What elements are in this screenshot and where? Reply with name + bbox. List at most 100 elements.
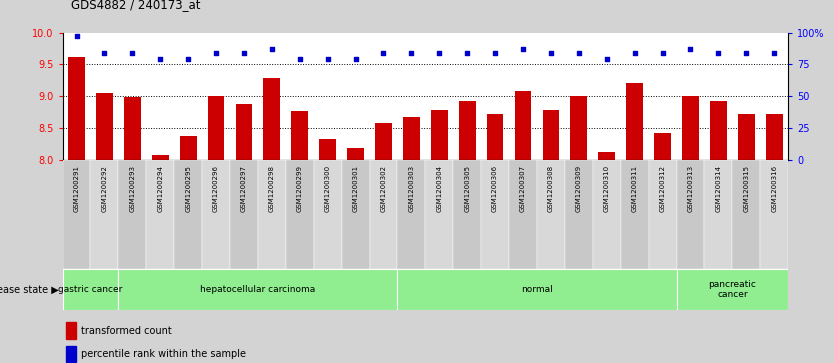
Bar	[732, 160, 761, 269]
Point	[321, 56, 334, 62]
Text: GSM1200316: GSM1200316	[771, 165, 777, 212]
Text: disease state ▶: disease state ▶	[0, 285, 58, 294]
Bar	[565, 160, 593, 269]
Bar	[398, 160, 425, 269]
Point	[70, 34, 83, 40]
Bar	[593, 160, 620, 269]
Bar	[291, 111, 308, 160]
Point	[767, 50, 781, 56]
Text: GSM1200292: GSM1200292	[102, 165, 108, 212]
Point	[516, 46, 530, 52]
Point	[489, 50, 502, 56]
Bar	[425, 160, 453, 269]
Bar	[347, 148, 364, 160]
Text: GSM1200304: GSM1200304	[436, 165, 442, 212]
Point	[545, 50, 558, 56]
Point	[237, 50, 250, 56]
Bar	[676, 160, 705, 269]
Bar	[654, 133, 671, 160]
Text: GSM1200314: GSM1200314	[716, 165, 721, 212]
Bar	[202, 160, 230, 269]
Bar	[682, 96, 699, 160]
Bar	[208, 96, 224, 160]
Point	[684, 46, 697, 52]
Text: GSM1200309: GSM1200309	[575, 165, 582, 212]
Bar	[66, 346, 76, 362]
Text: GSM1200302: GSM1200302	[380, 165, 386, 212]
Bar	[118, 160, 146, 269]
Bar	[761, 160, 788, 269]
Bar	[90, 160, 118, 269]
Bar	[66, 322, 76, 339]
Text: GSM1200305: GSM1200305	[465, 165, 470, 212]
Bar	[598, 152, 615, 160]
Text: GSM1200296: GSM1200296	[213, 165, 219, 212]
Bar	[403, 117, 420, 160]
Bar	[286, 160, 314, 269]
Text: normal: normal	[521, 285, 553, 294]
Point	[153, 56, 167, 62]
Bar	[118, 269, 398, 310]
Text: GSM1200308: GSM1200308	[548, 165, 554, 212]
Bar	[705, 160, 732, 269]
Bar	[649, 160, 676, 269]
Point	[433, 50, 446, 56]
Bar	[509, 160, 537, 269]
Text: GSM1200310: GSM1200310	[604, 165, 610, 212]
Bar	[319, 139, 336, 160]
Point	[377, 50, 390, 56]
Text: GSM1200295: GSM1200295	[185, 165, 191, 212]
Text: GDS4882 / 240173_at: GDS4882 / 240173_at	[71, 0, 200, 11]
Bar	[676, 269, 788, 310]
Point	[711, 50, 725, 56]
Bar	[314, 160, 342, 269]
Bar	[63, 160, 90, 269]
Bar	[342, 160, 369, 269]
Bar	[369, 160, 398, 269]
Bar	[235, 105, 253, 160]
Bar	[68, 57, 85, 160]
Text: GSM1200311: GSM1200311	[631, 165, 638, 212]
Bar	[63, 269, 118, 310]
Point	[126, 50, 139, 56]
Bar	[570, 96, 587, 160]
Text: GSM1200294: GSM1200294	[158, 165, 163, 212]
Bar	[487, 114, 504, 160]
Bar	[124, 97, 141, 160]
Point	[740, 50, 753, 56]
Text: GSM1200306: GSM1200306	[492, 165, 498, 212]
Text: percentile rank within the sample: percentile rank within the sample	[81, 350, 246, 359]
Bar	[626, 83, 643, 160]
Text: GSM1200313: GSM1200313	[687, 165, 693, 212]
Text: GSM1200301: GSM1200301	[353, 165, 359, 212]
Bar	[481, 160, 509, 269]
Bar	[710, 101, 726, 160]
Point	[349, 56, 362, 62]
Text: GSM1200312: GSM1200312	[660, 165, 666, 212]
Bar	[620, 160, 649, 269]
Point	[98, 50, 111, 56]
Text: GSM1200291: GSM1200291	[73, 165, 79, 212]
Point	[404, 50, 418, 56]
Bar	[152, 155, 168, 160]
Text: GSM1200300: GSM1200300	[324, 165, 330, 212]
Text: GSM1200303: GSM1200303	[409, 165, 414, 212]
Point	[265, 46, 279, 52]
Text: transformed count: transformed count	[81, 326, 172, 336]
Bar	[230, 160, 258, 269]
Text: GSM1200298: GSM1200298	[269, 165, 275, 212]
Text: hepatocellular carcinoma: hepatocellular carcinoma	[200, 285, 315, 294]
Bar	[258, 160, 286, 269]
Point	[293, 56, 306, 62]
Text: GSM1200307: GSM1200307	[520, 165, 526, 212]
Bar	[537, 160, 565, 269]
Bar	[96, 93, 113, 160]
Point	[572, 50, 585, 56]
Text: GSM1200299: GSM1200299	[297, 165, 303, 212]
Bar	[375, 123, 392, 160]
Bar	[264, 78, 280, 160]
Bar	[453, 160, 481, 269]
Point	[182, 56, 195, 62]
Text: pancreatic
cancer: pancreatic cancer	[708, 280, 756, 299]
Point	[209, 50, 223, 56]
